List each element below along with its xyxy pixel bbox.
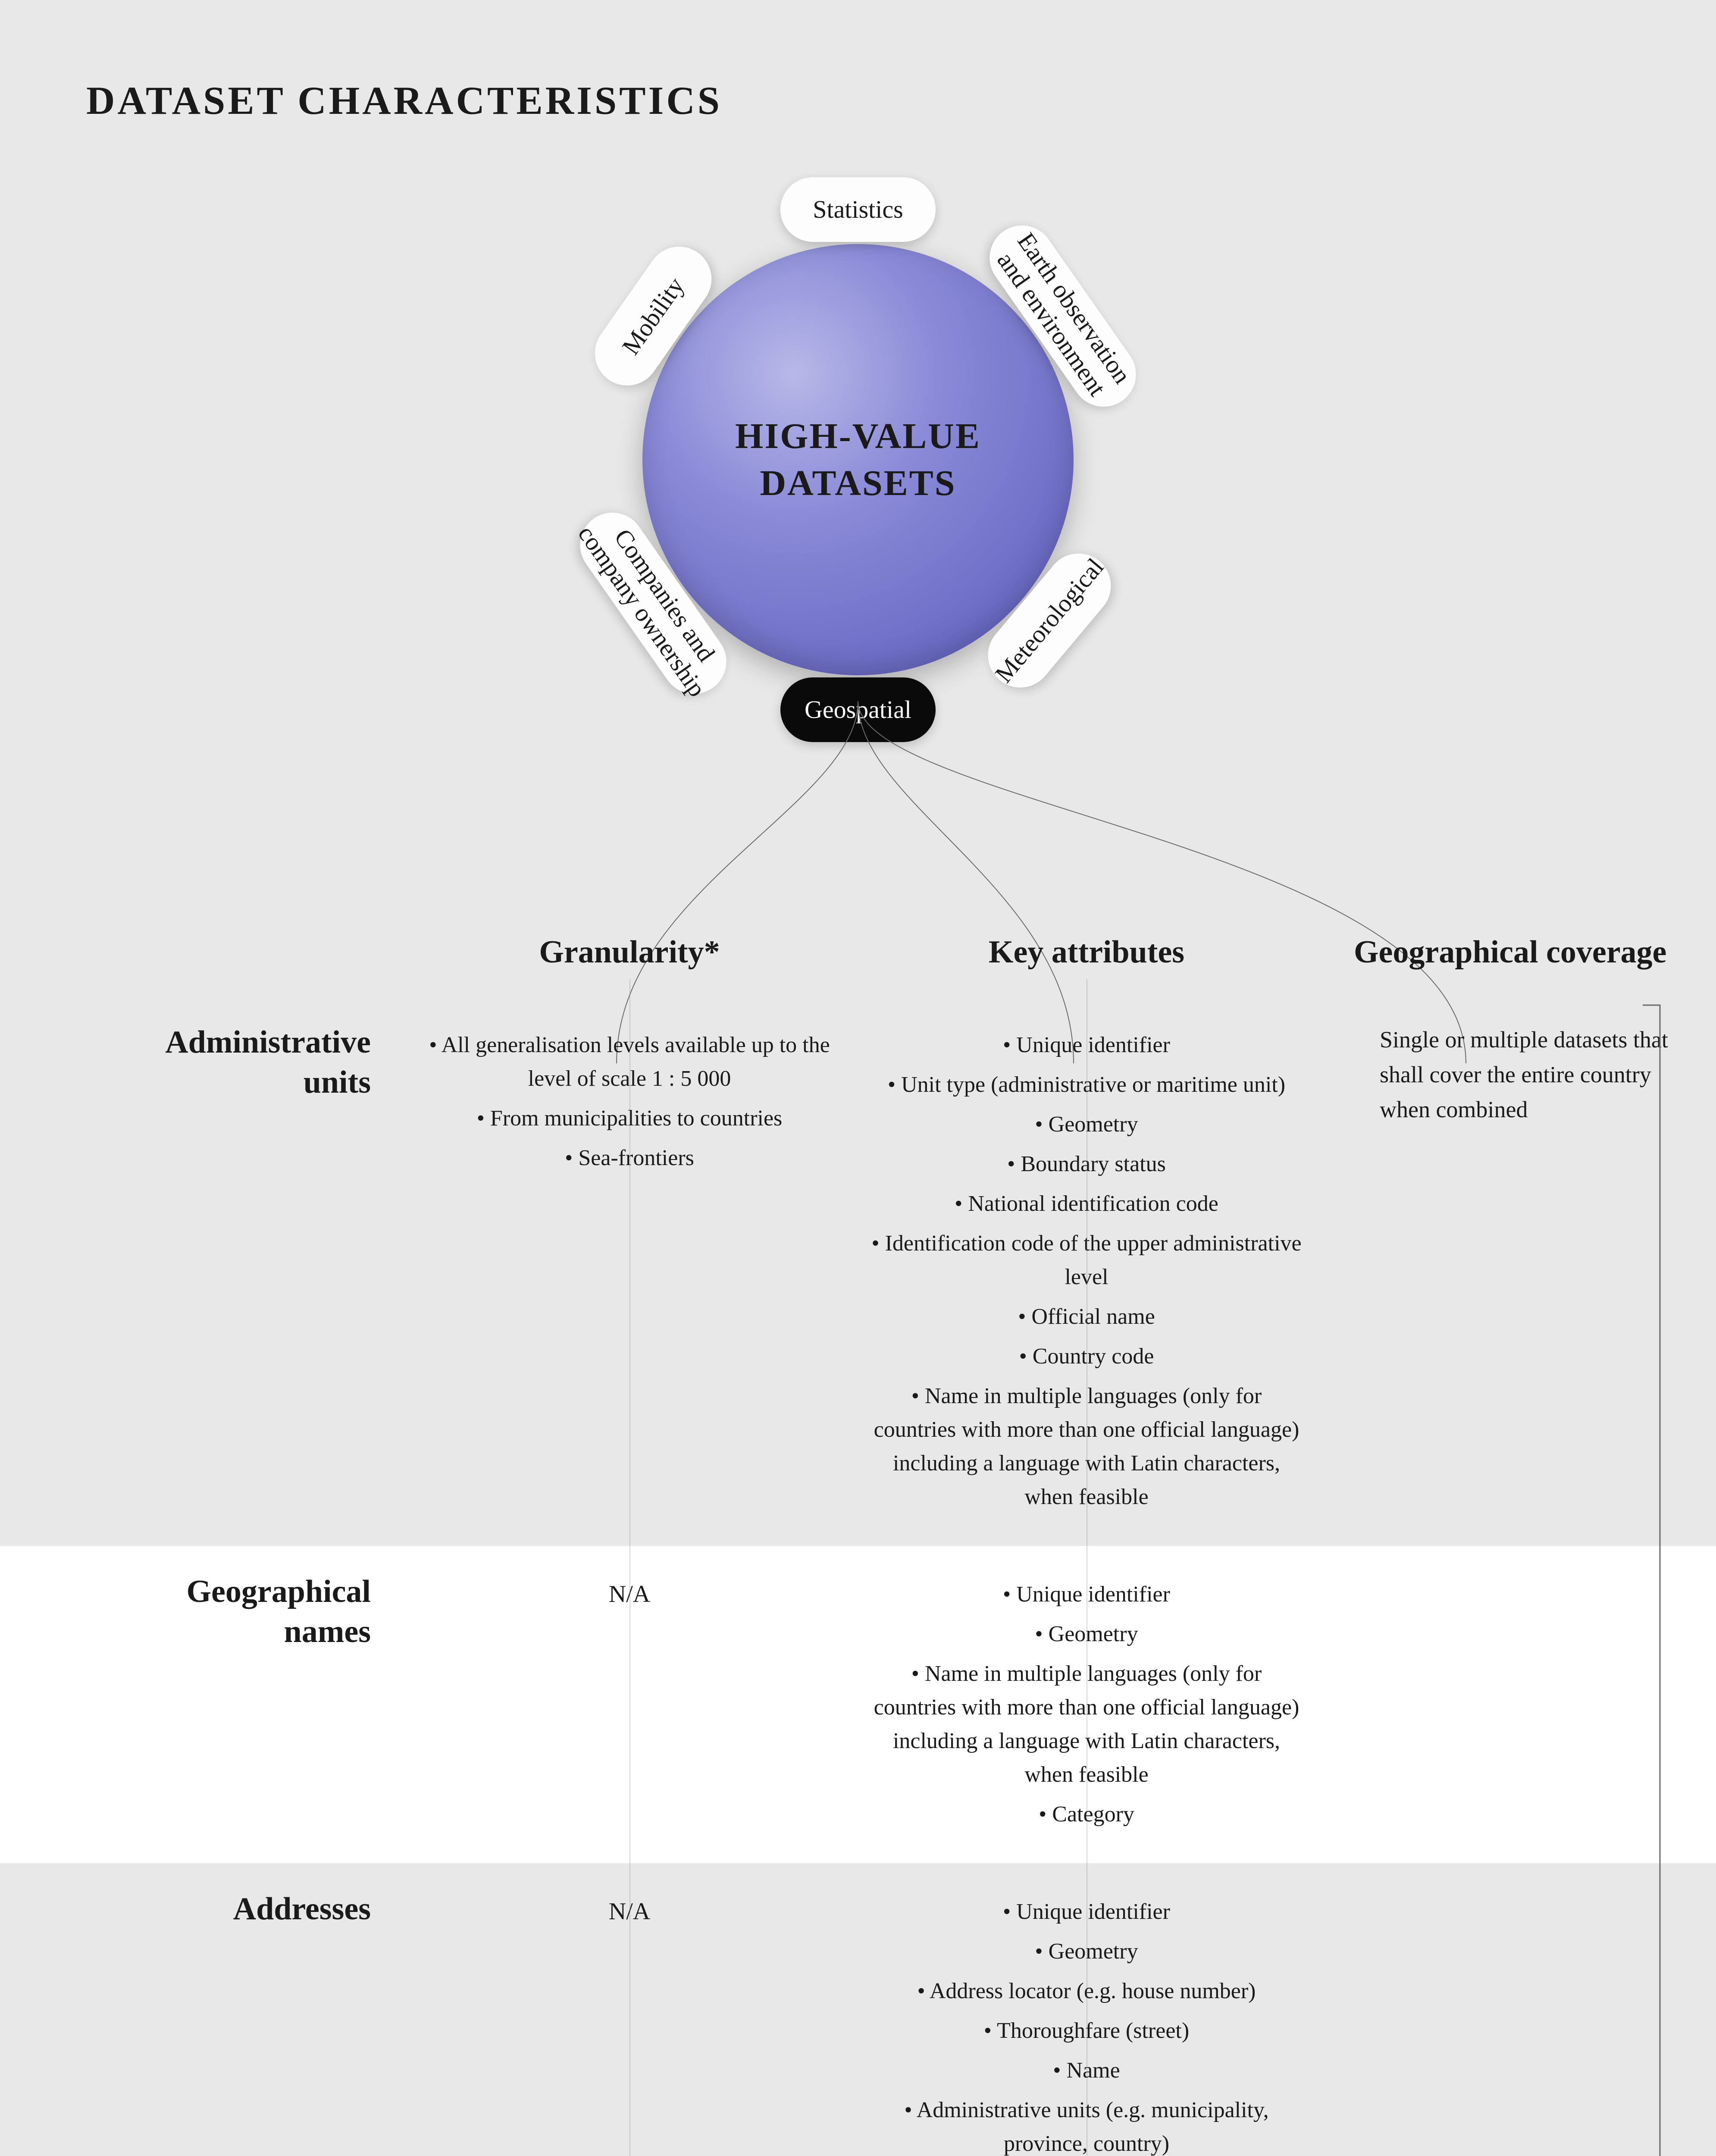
data-row: GeographicalnamesN/AUnique identifierGeo… [0,1546,1716,1863]
row-label: Addresses [86,1889,388,2156]
data-row: AddressesN/AUnique identifierGeometryAdd… [0,1863,1716,2156]
coverage-cell: Single or multiple datasets that shall c… [1328,1022,1716,1520]
data-body: Granularity* Key attributes Geographical… [0,934,1716,2156]
petal-geospatial: Geospatial [780,677,936,742]
hub-container: HIGH-VALUEDATASETS StatisticsEarth obser… [599,201,1117,718]
header-spacer [86,934,388,997]
header-coverage: Geographical coverage [1328,934,1716,997]
row-label: Administrativeunits [86,1022,388,1520]
column-headers: Granularity* Key attributes Geographical… [0,934,1716,997]
hub-section: HIGH-VALUEDATASETS StatisticsEarth obser… [0,201,1716,934]
row-label: Geographicalnames [86,1572,388,1837]
coverage-cell [1328,1889,1716,2156]
hub-center-circle: HIGH-VALUEDATASETS [642,244,1074,675]
data-row: AdministrativeunitsAll generalisation le… [0,997,1716,1546]
page-root: DATASET CHARACTERISTICS HIGH-VALUEDATASE… [0,0,1716,2156]
petal-statistics: Statistics [780,177,936,242]
page-title: DATASET CHARACTERISTICS [0,0,1716,123]
hub-center-label: HIGH-VALUEDATASETS [735,413,981,507]
column-guide-line [629,979,630,2156]
data-rows: AdministrativeunitsAll generalisation le… [0,997,1716,2156]
coverage-cell [1328,1572,1716,1837]
